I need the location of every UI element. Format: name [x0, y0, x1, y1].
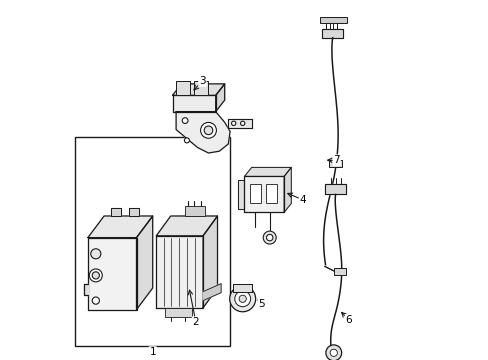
Polygon shape [172, 84, 224, 95]
Polygon shape [325, 184, 346, 194]
Text: 6: 6 [345, 315, 351, 325]
Bar [194, 81, 208, 95]
Circle shape [325, 345, 341, 360]
Text: 5: 5 [258, 299, 264, 309]
Circle shape [263, 231, 276, 244]
Bar [165, 308, 192, 317]
Text: 1: 1 [149, 347, 156, 357]
Circle shape [92, 272, 99, 279]
Polygon shape [156, 216, 217, 236]
Text: 4: 4 [299, 195, 305, 205]
Circle shape [329, 349, 337, 356]
Polygon shape [203, 216, 217, 308]
Bar [75, 137, 230, 346]
Text: 3: 3 [199, 76, 205, 86]
Polygon shape [129, 208, 139, 216]
Circle shape [229, 286, 255, 312]
Circle shape [89, 269, 102, 282]
Polygon shape [228, 119, 251, 128]
Bar [265, 184, 276, 203]
Polygon shape [321, 29, 343, 38]
Polygon shape [244, 167, 291, 176]
Circle shape [92, 297, 99, 304]
Circle shape [91, 249, 101, 259]
Bar [176, 81, 190, 95]
Polygon shape [83, 284, 88, 295]
Circle shape [234, 291, 250, 307]
Polygon shape [176, 112, 230, 153]
Bar [333, 268, 346, 275]
Text: 2: 2 [192, 317, 199, 327]
Polygon shape [88, 238, 136, 310]
Bar [328, 160, 342, 167]
Polygon shape [238, 180, 244, 209]
Polygon shape [172, 95, 215, 112]
Bar [185, 206, 204, 216]
Circle shape [184, 138, 189, 143]
Circle shape [239, 295, 246, 302]
Circle shape [266, 234, 272, 241]
Polygon shape [284, 167, 291, 212]
Polygon shape [156, 236, 203, 308]
Bar [320, 17, 346, 23]
Polygon shape [203, 284, 221, 301]
Polygon shape [244, 176, 284, 212]
Polygon shape [136, 216, 152, 310]
Circle shape [231, 121, 235, 126]
Bar [233, 284, 251, 292]
Text: 7: 7 [333, 155, 339, 165]
Bar [249, 184, 260, 203]
Circle shape [200, 122, 216, 138]
Circle shape [240, 121, 244, 126]
Polygon shape [111, 208, 121, 216]
Circle shape [204, 126, 212, 135]
Polygon shape [88, 216, 152, 238]
Polygon shape [215, 84, 224, 112]
Circle shape [182, 118, 187, 123]
